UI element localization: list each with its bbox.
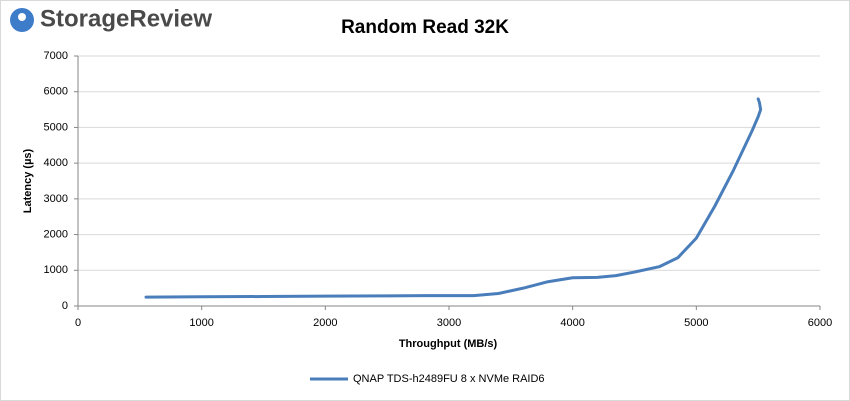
x-tick-label: 3000: [437, 317, 461, 329]
x-tick-label: 6000: [808, 317, 832, 329]
logo-icon-dot: [18, 13, 26, 21]
x-axis-label: Throughput (MB/s): [399, 338, 498, 350]
y-tick-label: 3000: [44, 193, 68, 205]
x-tick-label: 2000: [313, 317, 337, 329]
y-tick-label: 7000: [44, 50, 68, 62]
y-tick-label: 6000: [44, 86, 68, 98]
y-axis-label: Latency (µs): [22, 148, 34, 213]
y-tick-label: 2000: [44, 228, 68, 240]
x-tick-label: 1000: [189, 317, 213, 329]
logo-text: StorageReview: [40, 5, 212, 32]
legend-label: QNAP TDS-h2489FU 8 x NVMe RAID6: [353, 373, 545, 385]
data-line: [144, 97, 763, 299]
y-tick-label: 1000: [44, 264, 68, 276]
y-tick-label: 0: [62, 300, 68, 312]
y-tick-label: 5000: [44, 121, 68, 133]
y-tick-label: 4000: [44, 157, 68, 169]
x-tick-label: 0: [75, 317, 81, 329]
chart-title: Random Read 32K: [341, 17, 509, 38]
x-tick-label: 5000: [684, 317, 708, 329]
x-tick-label: 4000: [560, 317, 584, 329]
